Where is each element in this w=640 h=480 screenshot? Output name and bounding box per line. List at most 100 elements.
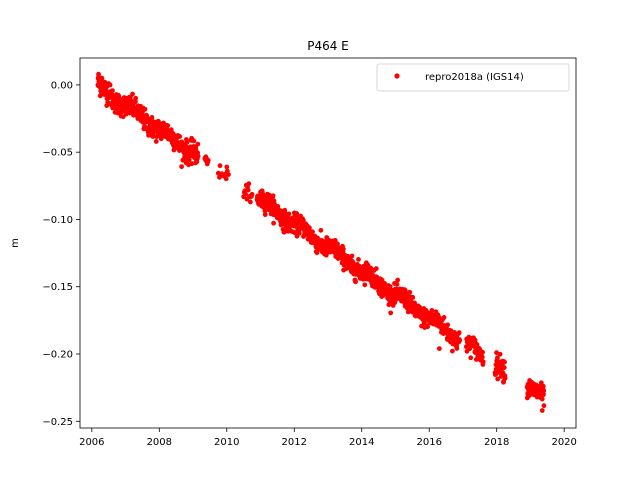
data-point <box>223 176 229 182</box>
data-point <box>409 300 415 306</box>
data-point <box>540 383 546 389</box>
data-point <box>185 157 191 163</box>
legend-label: repro2018a (IGS14) <box>425 72 524 83</box>
data-point <box>291 219 297 225</box>
data-point <box>165 123 171 129</box>
data-point <box>441 315 447 320</box>
data-point <box>300 217 306 223</box>
data-point <box>407 289 413 295</box>
x-tick-label: 2018 <box>484 437 509 448</box>
data-point <box>539 396 545 402</box>
data-point <box>410 295 416 300</box>
data-point <box>123 98 128 104</box>
data-point <box>217 163 223 169</box>
data-point <box>468 355 474 361</box>
y-tick-label: −0.10 <box>42 215 73 226</box>
x-tick-label: 2010 <box>214 437 239 448</box>
data-point <box>120 114 126 120</box>
data-point <box>436 346 442 352</box>
data-point <box>335 241 340 247</box>
data-point <box>179 164 184 170</box>
y-axis: 0.00 −0.05 −0.10 −0.15 −0.20 −0.25 <box>42 80 80 428</box>
data-point <box>474 342 480 347</box>
y-axis-label: m <box>10 238 21 248</box>
data-point <box>325 243 331 249</box>
x-tick-label: 2016 <box>416 437 441 448</box>
data-point <box>153 139 159 144</box>
data-point <box>425 324 431 330</box>
data-point <box>539 408 545 413</box>
plot-frame <box>79 57 577 429</box>
data-point <box>332 238 338 243</box>
data-point <box>96 71 101 77</box>
x-tick-label: 2014 <box>349 437 374 448</box>
data-point <box>271 220 276 226</box>
legend-marker <box>394 73 400 79</box>
data-point <box>393 291 398 296</box>
data-point <box>270 193 276 199</box>
data-point <box>106 81 112 86</box>
data-point <box>495 376 501 382</box>
data-point <box>340 246 346 252</box>
data-point <box>494 358 500 364</box>
x-tick-label: 2012 <box>282 437 307 448</box>
data-point <box>502 359 507 365</box>
data-point <box>149 115 155 120</box>
data-point <box>526 381 532 386</box>
data-point <box>477 352 483 358</box>
data-point <box>245 187 251 193</box>
data-point <box>405 309 411 315</box>
data-point <box>275 204 281 209</box>
data-point <box>373 266 379 272</box>
data-point <box>191 138 197 144</box>
data-point <box>395 277 401 283</box>
x-axis: 2006 2008 2010 2012 2014 2016 2018 2020 <box>79 428 577 448</box>
data-point <box>296 230 302 236</box>
data-point <box>480 359 486 365</box>
data-point <box>226 172 231 178</box>
data-point <box>310 229 315 235</box>
data-point <box>467 346 473 352</box>
data-point <box>541 388 547 394</box>
data-point <box>195 141 201 147</box>
data-point <box>388 310 394 316</box>
data-point <box>456 330 462 336</box>
data-point <box>173 133 179 139</box>
chart-title: P464 E <box>307 39 349 53</box>
data-point <box>189 161 195 167</box>
data-point <box>133 95 139 101</box>
data-point <box>480 349 485 355</box>
data-points <box>95 71 547 413</box>
data-point <box>113 96 118 102</box>
data-point <box>156 122 162 128</box>
y-tick-label: −0.25 <box>42 417 73 428</box>
legend: repro2018a (IGS14) <box>376 63 570 92</box>
data-point <box>99 75 105 81</box>
x-tick-label: 2006 <box>79 437 104 448</box>
data-point <box>349 253 355 259</box>
data-point <box>190 144 196 150</box>
data-point <box>534 394 540 400</box>
data-point <box>457 338 462 343</box>
data-point <box>249 191 255 197</box>
y-tick-label: 0.00 <box>51 80 73 91</box>
data-point <box>541 392 546 397</box>
data-point <box>286 211 292 217</box>
y-tick-label: −0.05 <box>42 148 73 159</box>
data-point <box>443 324 449 330</box>
data-point <box>262 212 268 218</box>
data-point <box>244 183 250 189</box>
data-point <box>247 199 253 205</box>
data-point <box>204 156 209 162</box>
y-tick-label: −0.15 <box>42 282 73 293</box>
data-point <box>308 233 314 239</box>
y-tick-label: −0.20 <box>42 350 73 361</box>
data-point <box>429 308 435 313</box>
data-point <box>243 191 248 197</box>
x-tick-label: 2020 <box>551 437 576 448</box>
data-point <box>502 375 508 381</box>
data-point <box>501 379 506 385</box>
data-point <box>449 348 455 354</box>
data-point <box>258 198 263 204</box>
